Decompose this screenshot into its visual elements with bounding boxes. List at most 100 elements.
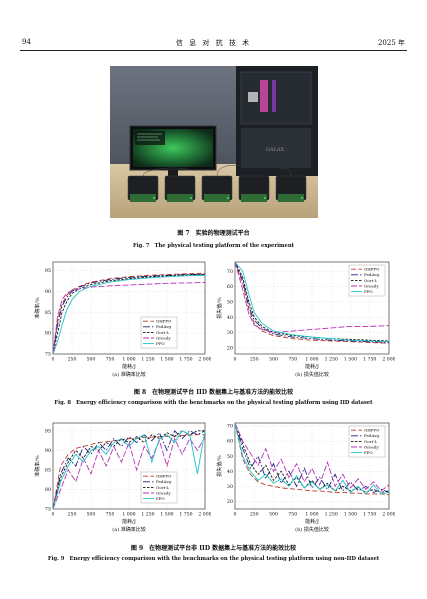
y-tick-label: 95 [45,428,51,434]
series-line-ppo [52,430,206,510]
y-tick-label: 85 [45,310,51,316]
x-tick-label: 1 000 [122,512,135,518]
series-line-ghppo [234,261,390,344]
y-tick-label: 70 [227,269,233,275]
legend-label: PPO [364,289,373,294]
x-tick-label: 750 [288,357,297,363]
x-tick-label: 0 [52,357,55,363]
legend-label: GHPPO [156,319,172,324]
chart-fig9b: 0 250 500 750 1 000 1 250 1 500 1 750 2 000 20 30 4… [216,422,395,533]
series-line-ghppo [52,434,205,510]
x-axis-label: 能耗/J [122,518,136,525]
legend-label: PPO [364,450,373,455]
x-tick-label: 0 [52,512,55,518]
x-tick-label: 1 750 [179,357,192,363]
legend-label: GHPPO [156,474,172,479]
fig9-caption-en: Fig. 9 Energy efficiency comparison with… [47,556,380,562]
y-tick-label: 40 [227,469,233,475]
x-tick-label: 750 [288,512,297,518]
y-tick-label: 20 [227,345,233,351]
x-tick-label: 500 [87,357,96,363]
y-tick-label: 60 [227,284,233,290]
fig7-caption-zh: 图 7 实验的物理测试平台 [177,230,250,237]
legend-label: Oort-L [364,278,378,283]
y-tick-label: 75 [45,507,51,513]
x-tick-label: 750 [106,357,115,363]
legend-label: GHPPO [364,428,380,433]
series-line-ppo [234,261,390,343]
x-tick-label: 1 500 [160,357,173,363]
x-tick-label: 2 000 [382,357,395,363]
x-tick-label: 1 750 [179,512,192,518]
journal-year: 2025 年 [377,39,405,47]
legend-label: Oort-L [156,485,170,490]
subfigure-caption: (b) 损失值比较 [295,371,329,378]
chart-fig9a: 0 250 500 750 1 000 1 250 1 500 1 750 2 000 75 80 8… [34,422,211,533]
legend-label: Greedy [156,335,171,340]
y-tick-label: 70 [227,424,233,430]
y-tick-label: 90 [45,289,51,295]
series-line-greedy [234,422,390,492]
x-axis-label: 能耗/J [305,363,319,370]
y-axis-label: 损失值/% [216,297,223,319]
legend-label: Greedy [364,283,379,288]
legend-label: FedAvg [156,479,171,484]
y-tick-label: 75 [45,352,51,358]
x-tick-label: 1 000 [305,512,318,518]
series-line-fedavg [52,430,206,510]
journal-title: 信 息 对 抗 技 术 [175,39,252,47]
subfigure-caption: (a) 准确率比较 [112,526,145,533]
series-line-ppo [234,422,390,495]
x-tick-label: 1 000 [305,357,318,363]
chart-fig8a: 0 250 500 750 1 000 1 250 1 500 1 750 2 000 75 80 8… [34,261,211,378]
series-line-oort-l [234,261,390,342]
x-tick-label: 2 000 [382,512,395,518]
x-tick-label: 250 [68,512,77,518]
x-tick-label: 1 250 [325,512,338,518]
plot-frame [52,422,206,510]
header-rule [20,50,407,51]
series-line-greedy [52,436,206,510]
y-tick-label: 30 [227,330,233,336]
subfigure-caption: (a) 准确率比较 [112,371,145,378]
x-tick-label: 1 250 [325,357,338,363]
y-tick-label: 85 [45,468,51,474]
series-line-ghppo [52,272,206,355]
x-tick-label: 1 500 [344,357,357,363]
x-tick-label: 250 [250,512,259,518]
x-axis-label: 能耗/J [305,518,319,525]
y-tick-label: 50 [227,299,233,305]
series-line-fedavg [234,261,390,343]
series-line-greedy [234,261,390,333]
legend-label: FedAvg [364,433,379,438]
y-tick-label: 50 [227,454,233,460]
page-number: 94 [22,38,31,46]
x-tick-label: 2 000 [198,512,211,518]
x-tick-label: 1 750 [363,512,376,518]
legend-label: PPO [156,496,165,501]
fig8-caption-en: Fig. 8 Energy efficiency comparison with… [54,400,373,406]
x-tick-label: 250 [250,357,259,363]
chart-fig8b: 0 250 500 750 1 000 1 250 1 500 1 750 2 000 20 30 4… [216,261,395,378]
x-tick-label: 1 750 [363,357,376,363]
x-tick-label: 500 [269,512,278,518]
plot-frame [234,422,390,510]
fig9-caption-zh: 图 9 在物理测试平台非 IID 数据集上与基准方法的能效比较 [130,545,297,552]
y-tick-label: 80 [45,331,51,337]
legend-label: Greedy [364,444,379,449]
y-tick-label: 60 [227,439,233,445]
x-tick-label: 1 250 [141,512,154,518]
x-tick-label: 1 000 [122,357,135,363]
series-line-oort-l [52,274,206,355]
subfigure-caption: (b) 损失值比较 [295,526,329,533]
y-tick-label: 95 [45,268,51,274]
x-tick-label: 2 000 [198,357,211,363]
x-tick-label: 1 500 [160,512,173,518]
x-tick-label: 1 500 [344,512,357,518]
testbed-photo: GALAX [110,66,318,218]
legend-label: Oort-L [156,330,170,335]
legend-label: FedAvg [364,272,379,277]
series-line-greedy [52,282,206,355]
